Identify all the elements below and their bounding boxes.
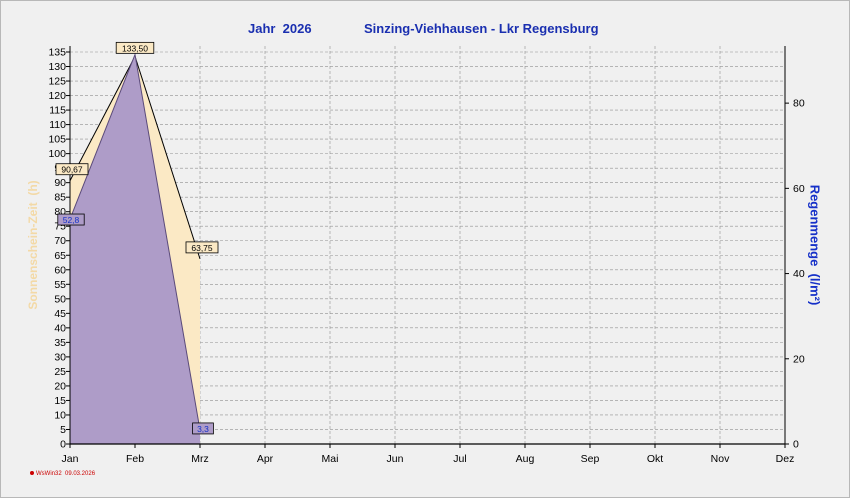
left-tick-label: 125 xyxy=(48,76,66,88)
left-tick-label: 115 xyxy=(49,105,66,117)
sunshine-data-label-box xyxy=(185,241,219,254)
rain-data-label: 52,8 xyxy=(63,215,80,225)
x-tick-label: Mai xyxy=(322,453,339,465)
left-tick-label: 135 xyxy=(48,47,66,59)
x-tick-label: Dez xyxy=(776,453,795,465)
left-tick-label: 5 xyxy=(60,424,66,436)
x-tick-label: Nov xyxy=(711,453,730,465)
left-tick-label: 100 xyxy=(48,148,66,160)
left-tick-label: 0 xyxy=(60,439,66,451)
rain-area xyxy=(70,54,200,445)
right-tick-label: 40 xyxy=(793,268,805,280)
rain-data-label-box xyxy=(192,422,214,435)
right-tick-label: 60 xyxy=(793,183,805,195)
left-tick-label: 60 xyxy=(54,264,66,276)
left-tick-label: 110 xyxy=(49,119,66,131)
x-tick-label: Feb xyxy=(126,453,144,465)
left-tick-label: 70 xyxy=(54,235,66,247)
chart-year-title: Jahr 2026 xyxy=(248,21,312,36)
rain-data-label: 3,3 xyxy=(197,424,209,434)
x-tick-label: Aug xyxy=(516,453,535,465)
footer-dot-icon xyxy=(30,471,34,476)
chart-station-title: Sinzing-Viehhausen - Lkr Regensburg xyxy=(364,21,599,36)
left-tick-label: 80 xyxy=(54,206,66,218)
left-tick-label: 105 xyxy=(48,134,66,146)
footer-stamp-text: WsWin32 09.03.2026 xyxy=(36,471,96,477)
left-axis-title: Sonnenschein-Zeit (h) xyxy=(26,180,40,310)
sunshine-data-label: 133,50 xyxy=(122,43,148,53)
x-tick-label: Mrz xyxy=(191,453,209,465)
x-tick-label: Jun xyxy=(387,453,404,465)
left-tick-label: 55 xyxy=(54,279,66,291)
left-tick-label: 25 xyxy=(54,366,66,378)
right-tick-label: 20 xyxy=(793,353,805,365)
left-tick-label: 85 xyxy=(54,192,66,204)
left-tick-label: 10 xyxy=(54,409,66,421)
x-tick-label: Apr xyxy=(257,453,274,465)
left-tick-label: 15 xyxy=(54,395,66,407)
left-tick-label: 20 xyxy=(54,380,66,392)
left-tick-label: 35 xyxy=(54,337,66,349)
right-tick-label: 0 xyxy=(793,439,799,451)
rain-data-label-box xyxy=(57,213,85,226)
sunshine-data-label-box xyxy=(55,163,89,176)
left-tick-label: 130 xyxy=(48,61,66,73)
x-tick-label: Jul xyxy=(453,453,466,465)
sunshine-data-label: 90,67 xyxy=(61,165,83,175)
sunshine-data-label-box xyxy=(115,41,155,54)
left-tick-label: 65 xyxy=(54,250,66,262)
left-tick-label: 30 xyxy=(54,351,66,363)
rain-line xyxy=(69,52,201,431)
x-tick-label: Jan xyxy=(62,453,79,465)
left-tick-label: 45 xyxy=(54,308,66,320)
x-tick-label: Okt xyxy=(647,453,663,465)
x-tick-label: Sep xyxy=(581,453,600,465)
left-tick-label: 90 xyxy=(54,177,66,189)
sunshine-data-label: 63,75 xyxy=(191,243,213,253)
footer-stamp: WsWin32 09.03.2026 xyxy=(30,471,95,477)
left-tick-label: 120 xyxy=(48,90,66,102)
left-tick-label: 50 xyxy=(54,293,66,305)
left-tick-label: 40 xyxy=(54,322,66,334)
right-tick-label: 80 xyxy=(793,98,805,110)
left-tick-label: 75 xyxy=(54,221,66,233)
right-axis-title: Regenmenge (l/m²) xyxy=(807,184,823,306)
